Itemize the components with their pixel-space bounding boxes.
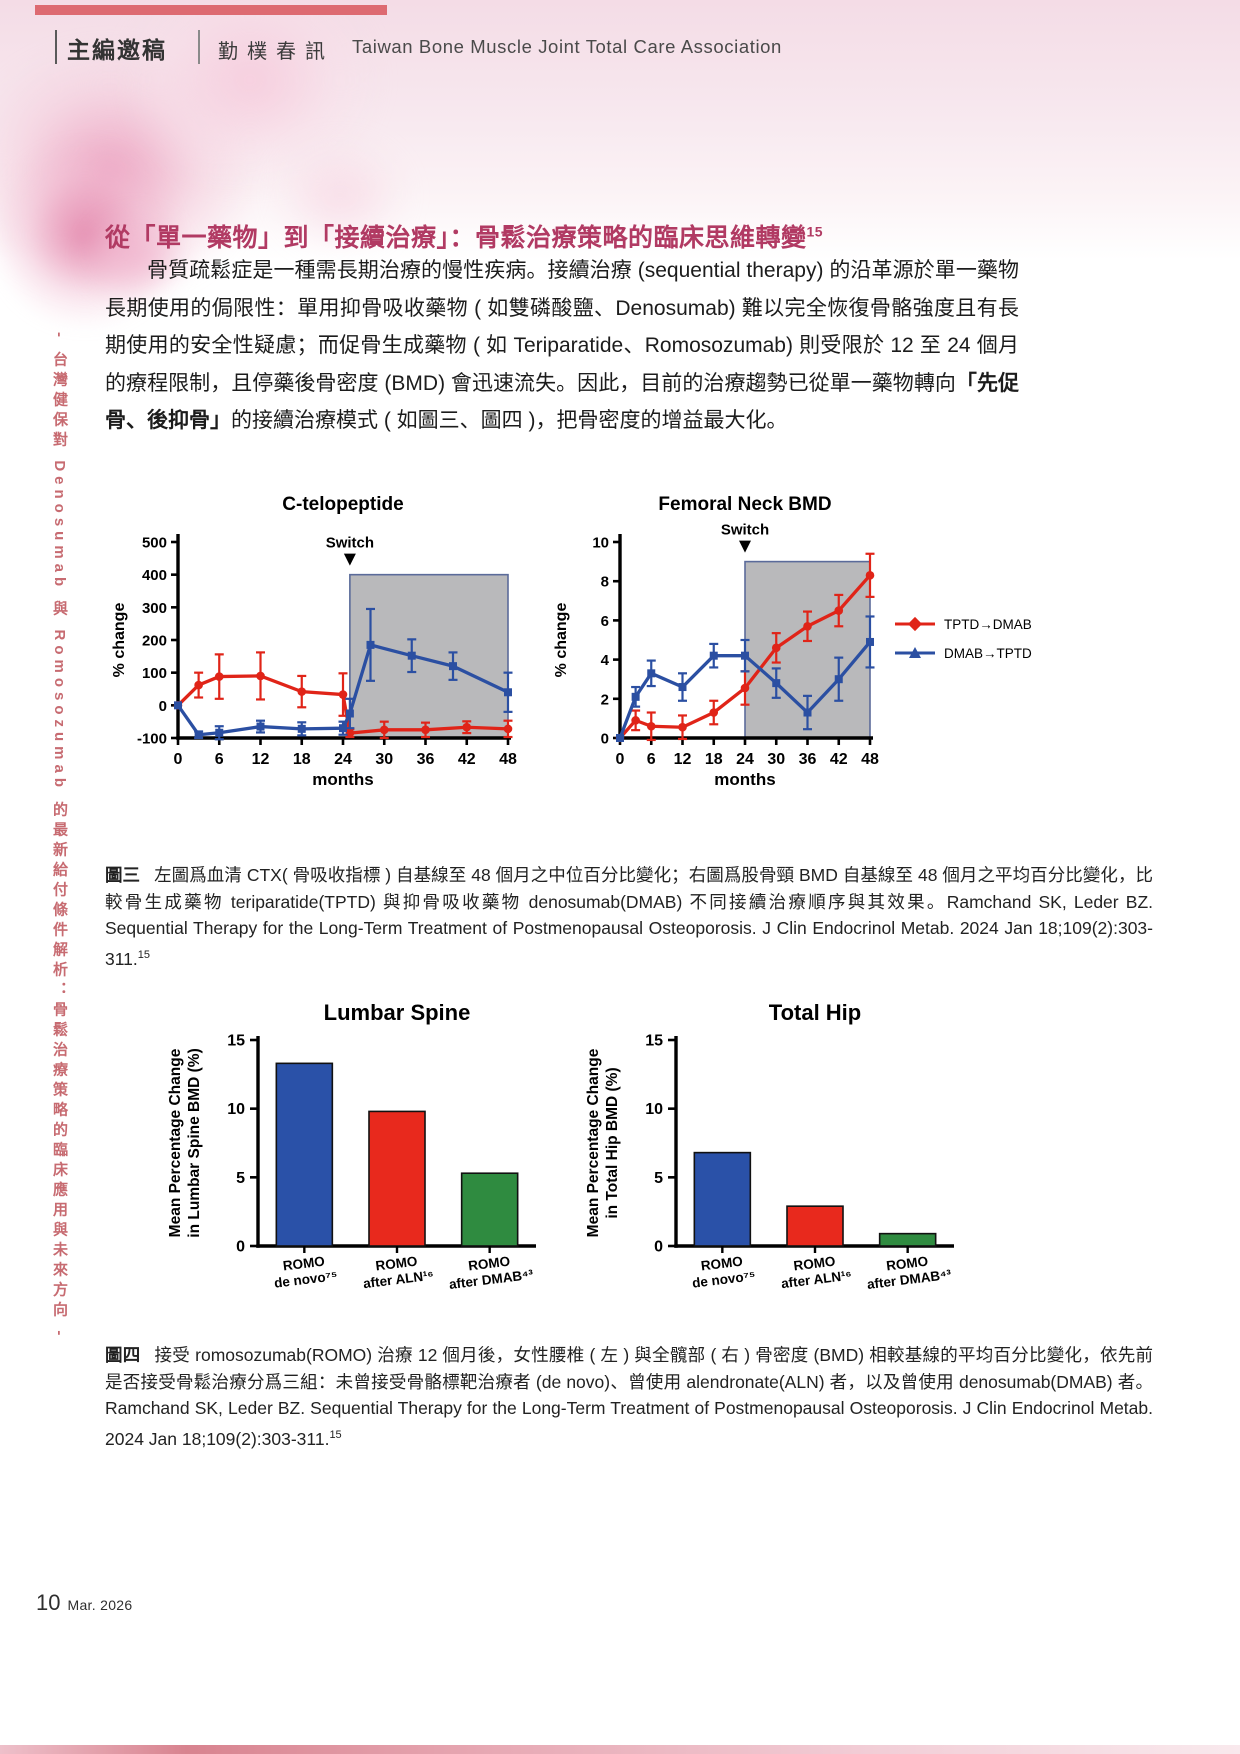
svg-text:42: 42 bbox=[458, 751, 476, 768]
svg-text:Mean Percentage Change: Mean Percentage Change bbox=[585, 1048, 602, 1237]
svg-text:Total Hip: Total Hip bbox=[769, 1000, 861, 1025]
svg-text:48: 48 bbox=[499, 751, 517, 768]
svg-text:0: 0 bbox=[601, 731, 609, 748]
svg-text:0: 0 bbox=[236, 1239, 245, 1256]
paragraph-text: 骨質疏鬆症是一種需長期治療的慢性疾病。接續治療 (sequential ther… bbox=[105, 259, 1019, 395]
svg-text:24: 24 bbox=[736, 751, 754, 768]
svg-text:30: 30 bbox=[375, 751, 393, 768]
svg-text:18: 18 bbox=[705, 751, 723, 768]
svg-text:36: 36 bbox=[799, 751, 817, 768]
svg-text:% change: % change bbox=[553, 603, 570, 678]
sidebar-vertical-title: - 台灣健保對 Denosumab 與 Romosozumab 的最新給付條件解… bbox=[51, 332, 68, 1341]
svg-text:ROMO: ROMO bbox=[793, 1254, 837, 1274]
blue-series-marker-icon bbox=[895, 647, 935, 658]
svg-text:6: 6 bbox=[215, 751, 224, 768]
svg-text:ROMO: ROMO bbox=[282, 1254, 326, 1274]
figure4-caption-text: 接受 romosozumab(ROMO) 治療 12 個月後，女性腰椎 ( 左 … bbox=[105, 1345, 1154, 1449]
figure3-caption-label: 圖三 bbox=[105, 865, 141, 885]
svg-text:in Total Hip BMD (%): in Total Hip BMD (%) bbox=[604, 1067, 621, 1218]
legend-item-dmab-tptd: DMAB→TPTD bbox=[893, 645, 1032, 661]
figure3-legend: TPTD→DMAB DMAB→TPTD bbox=[893, 616, 1032, 661]
svg-text:0: 0 bbox=[654, 1239, 663, 1256]
page-footer: 10 Mar. 2026 bbox=[36, 1590, 132, 1616]
figure3-caption-reference: 15 bbox=[137, 948, 151, 961]
figure4-caption: 圖四 接受 romosozumab(ROMO) 治療 12 個月後，女性腰椎 ( … bbox=[105, 1342, 1153, 1452]
svg-text:5: 5 bbox=[654, 1170, 663, 1187]
figure3-caption: 圖三 左圖爲血清 CTX( 骨吸收指標 ) 自基線至 48 個月之中位百分比變化；… bbox=[105, 862, 1153, 972]
article-title: 從「單一藥物」到「接續治療」：骨鬆治療策略的臨床思維轉變15 bbox=[105, 218, 823, 254]
header-left-tick bbox=[55, 30, 57, 64]
svg-text:18: 18 bbox=[293, 751, 311, 768]
legend-label: DMAB→TPTD bbox=[944, 645, 1032, 661]
page-number: 10 bbox=[36, 1590, 61, 1615]
svg-text:36: 36 bbox=[417, 751, 435, 768]
svg-text:15: 15 bbox=[227, 1033, 245, 1050]
svg-text:Lumbar Spine: Lumbar Spine bbox=[324, 1000, 471, 1025]
svg-text:C-telopeptide: C-telopeptide bbox=[282, 494, 403, 515]
top-accent-bar bbox=[35, 5, 387, 15]
header-divider bbox=[198, 30, 200, 64]
figure4-caption-label: 圖四 bbox=[105, 1345, 141, 1365]
svg-text:12: 12 bbox=[674, 751, 692, 768]
header-column-label: 主編邀稿 bbox=[67, 37, 167, 63]
svg-text:10: 10 bbox=[592, 535, 609, 552]
legend-item-tptd-dmab: TPTD→DMAB bbox=[893, 616, 1032, 632]
svg-text:Femoral Neck BMD: Femoral Neck BMD bbox=[658, 494, 831, 515]
article-paragraph: 骨質疏鬆症是一種需長期治療的慢性疾病。接續治療 (sequential ther… bbox=[105, 252, 1019, 440]
svg-text:ROMO: ROMO bbox=[700, 1254, 744, 1274]
svg-text:8: 8 bbox=[601, 574, 609, 591]
svg-text:10: 10 bbox=[645, 1101, 663, 1118]
svg-text:5: 5 bbox=[236, 1170, 245, 1187]
article-title-text: 從「單一藥物」到「接續治療」：骨鬆治療策略的臨床思維轉變 bbox=[105, 224, 807, 252]
svg-text:Switch: Switch bbox=[326, 535, 374, 552]
svg-text:after ALN¹⁶: after ALN¹⁶ bbox=[362, 1268, 434, 1292]
svg-text:200: 200 bbox=[142, 633, 167, 650]
svg-text:30: 30 bbox=[767, 751, 785, 768]
svg-text:42: 42 bbox=[830, 751, 848, 768]
svg-text:12: 12 bbox=[252, 751, 270, 768]
svg-text:Switch: Switch bbox=[721, 522, 769, 539]
legend-label: TPTD→DMAB bbox=[944, 616, 1032, 632]
article-title-reference: 15 bbox=[806, 223, 824, 240]
svg-text:ROMO: ROMO bbox=[375, 1254, 419, 1274]
svg-text:300: 300 bbox=[142, 600, 167, 617]
svg-text:ROMO: ROMO bbox=[467, 1254, 511, 1274]
bottom-accent-strip bbox=[0, 1745, 1240, 1754]
svg-text:months: months bbox=[714, 770, 775, 788]
svg-text:2: 2 bbox=[601, 691, 609, 708]
svg-text:after ALN¹⁶: after ALN¹⁶ bbox=[780, 1268, 852, 1292]
svg-text:0: 0 bbox=[174, 751, 183, 768]
svg-text:500: 500 bbox=[142, 535, 167, 552]
paragraph-text: 的接續治療模式 ( 如圖三、圖四 )，把骨密度的增益最大化。 bbox=[231, 409, 788, 432]
svg-text:in Lumbar Spine BMD (%): in Lumbar Spine BMD (%) bbox=[186, 1048, 203, 1237]
svg-text:months: months bbox=[312, 770, 373, 788]
svg-text:10: 10 bbox=[227, 1101, 245, 1118]
svg-text:100: 100 bbox=[142, 665, 167, 682]
svg-text:15: 15 bbox=[645, 1033, 663, 1050]
svg-text:0: 0 bbox=[159, 698, 167, 715]
svg-text:4: 4 bbox=[601, 652, 610, 669]
svg-text:Mean Percentage Change: Mean Percentage Change bbox=[167, 1048, 184, 1237]
svg-text:400: 400 bbox=[142, 567, 167, 584]
header-association-name: Taiwan Bone Muscle Joint Total Care Asso… bbox=[352, 36, 782, 57]
paragraph-bold-text: 「先促骨、後抑骨」 bbox=[105, 371, 1020, 433]
svg-text:0: 0 bbox=[616, 751, 625, 768]
svg-text:6: 6 bbox=[647, 751, 656, 768]
svg-text:48: 48 bbox=[861, 751, 879, 768]
svg-text:ROMO: ROMO bbox=[885, 1254, 929, 1274]
svg-text:% change: % change bbox=[111, 603, 128, 678]
header-newsletter-name: 勤樸春訊 bbox=[218, 41, 334, 63]
svg-text:-100: -100 bbox=[137, 731, 167, 748]
svg-text:24: 24 bbox=[334, 751, 352, 768]
svg-text:6: 6 bbox=[601, 613, 609, 630]
figure4-caption-reference: 15 bbox=[329, 1428, 342, 1441]
c-telopeptide-line-chart: 500 400 300 200 100 0 -100 0 6 12 18 24 30 36 42 48 mont… bbox=[111, 494, 517, 788]
figure3-caption-text: 左圖爲血清 CTX( 骨吸收指標 ) 自基線至 48 個月之中位百分比變化；右圖… bbox=[105, 865, 1154, 969]
red-series-marker-icon bbox=[895, 616, 935, 632]
issue-date: Mar. 2026 bbox=[67, 1597, 133, 1613]
